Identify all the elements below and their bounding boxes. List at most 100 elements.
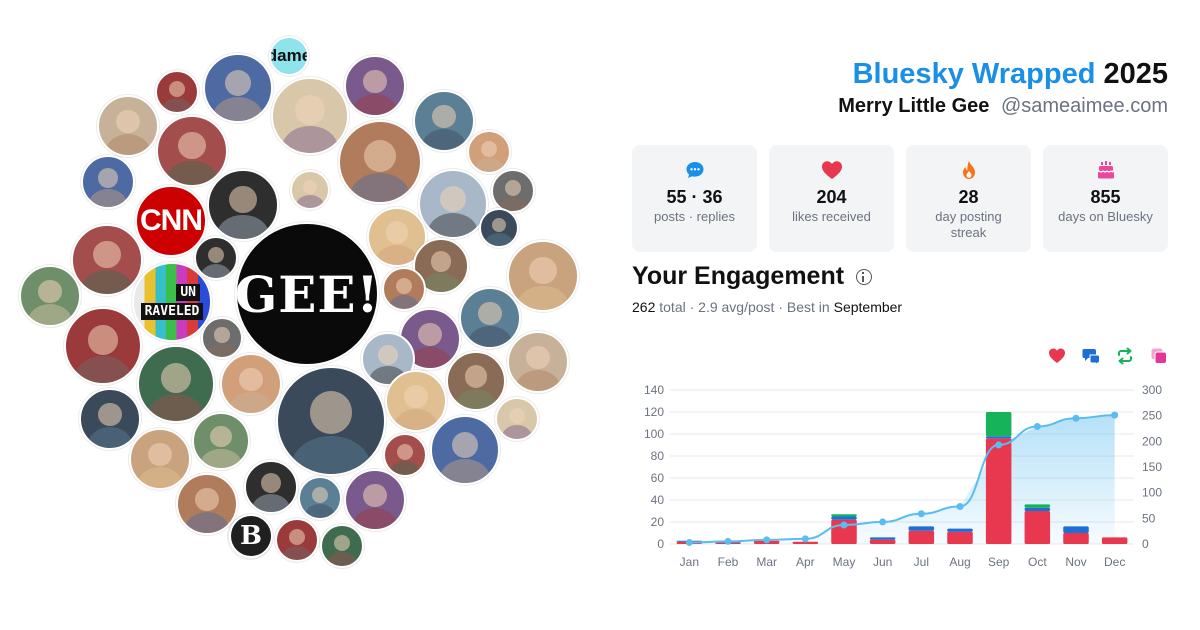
cumulative-point bbox=[995, 441, 1003, 449]
chat-bubble-icon bbox=[632, 160, 757, 180]
y-tick-label: 20 bbox=[651, 515, 665, 529]
avatar bbox=[220, 353, 282, 415]
stat-value: 28 bbox=[958, 187, 979, 207]
cumulative-point bbox=[801, 535, 809, 543]
avatar bbox=[385, 370, 447, 432]
avatar-text: B bbox=[240, 521, 262, 551]
separator: · bbox=[689, 299, 695, 315]
y-tick-label: 140 bbox=[644, 383, 664, 397]
bar-likes bbox=[1101, 537, 1128, 544]
cumulative-point bbox=[1072, 414, 1080, 422]
bar-likes bbox=[1024, 511, 1051, 544]
cake-icon bbox=[1043, 160, 1168, 180]
bar-replies bbox=[1024, 507, 1051, 511]
avatar bbox=[156, 115, 228, 187]
avatar bbox=[507, 240, 579, 312]
bar-likes bbox=[792, 541, 819, 544]
y-tick-label: 0 bbox=[657, 537, 664, 551]
cumulative-point bbox=[1033, 422, 1041, 430]
year-label: 2025 bbox=[1103, 58, 1168, 90]
avatar-b: B bbox=[229, 514, 273, 558]
cumulative-point bbox=[879, 518, 887, 526]
stat-card-days: 855 days on Bluesky bbox=[1043, 145, 1168, 252]
avatar bbox=[430, 415, 500, 485]
y-tick-label: 100 bbox=[644, 427, 664, 441]
avatar bbox=[79, 388, 141, 450]
bar-reposts bbox=[1024, 504, 1051, 508]
y2-tick-label: 300 bbox=[1142, 383, 1162, 397]
chart-legend bbox=[1048, 347, 1168, 365]
avatar bbox=[344, 469, 406, 531]
avatar-unraveled: UN RAVELED bbox=[132, 262, 212, 342]
avatar bbox=[192, 412, 250, 470]
stat-card-posts: 55 · 36 posts · replies bbox=[632, 145, 757, 252]
avatar bbox=[207, 169, 279, 241]
engagement-total: 262 bbox=[632, 299, 656, 315]
engagement-summary: 262 total · 2.9 avg/post · Best in Septe… bbox=[632, 299, 902, 315]
info-icon[interactable] bbox=[856, 268, 873, 285]
avatar-cloud: GEE! CNN UN RAVELED dame B bbox=[19, 36, 579, 568]
y2-tick-label: 200 bbox=[1142, 434, 1162, 448]
repost-icon[interactable] bbox=[1116, 347, 1134, 365]
stats-row: 55 · 36 posts · replies 204 likes receiv… bbox=[632, 145, 1168, 252]
avatar-text: CNN bbox=[140, 204, 203, 237]
display-name: Merry Little Gee bbox=[838, 95, 990, 117]
stat-card-streak: 28 day posting streak bbox=[906, 145, 1031, 252]
avatar bbox=[290, 170, 330, 210]
x-tick-label: Apr bbox=[796, 555, 815, 569]
avatar-dame: dame bbox=[269, 36, 309, 76]
avatar bbox=[383, 433, 427, 477]
x-tick-label: May bbox=[833, 555, 856, 569]
bar-likes bbox=[908, 530, 935, 544]
avatar bbox=[298, 476, 342, 520]
bar-likes bbox=[869, 539, 896, 544]
avatar bbox=[194, 236, 238, 280]
user-handle: @sameaimee.com bbox=[1000, 95, 1168, 117]
separator: · bbox=[778, 299, 784, 315]
stat-label: day posting streak bbox=[935, 209, 1002, 240]
stat-label: days on Bluesky bbox=[1058, 209, 1153, 224]
x-tick-label: Oct bbox=[1028, 555, 1047, 569]
page-title: Bluesky Wrapped 2025 bbox=[853, 58, 1168, 91]
cumulative-point bbox=[763, 536, 771, 544]
stat-value: 55 · 36 bbox=[666, 187, 723, 207]
x-tick-label: Jan bbox=[680, 555, 699, 569]
x-tick-label: Sep bbox=[988, 555, 1010, 569]
avatar bbox=[338, 120, 422, 204]
brand-title: Bluesky Wrapped bbox=[852, 58, 1096, 90]
bar-likes bbox=[947, 531, 973, 544]
stat-label: posts · replies bbox=[654, 209, 735, 224]
avatar bbox=[203, 53, 273, 123]
avatar bbox=[129, 428, 191, 490]
heart-icon[interactable] bbox=[1048, 347, 1066, 365]
avatar bbox=[176, 473, 238, 535]
profile-line: Merry Little Gee @sameaimee.com bbox=[838, 95, 1168, 118]
cumulative-point bbox=[956, 503, 964, 511]
avatar bbox=[413, 90, 475, 152]
avatar-text: GEE! bbox=[235, 264, 379, 324]
avatar bbox=[467, 130, 511, 174]
avatar-text: dame bbox=[269, 46, 309, 65]
avatar-cnn: CNN bbox=[135, 185, 207, 257]
x-tick-label: Feb bbox=[718, 555, 739, 569]
quote-icon[interactable] bbox=[1150, 347, 1168, 365]
bar-replies bbox=[831, 516, 857, 520]
stat-card-likes: 204 likes received bbox=[769, 145, 894, 252]
x-tick-label: Mar bbox=[756, 555, 777, 569]
best-prefix: Best in bbox=[786, 299, 830, 315]
avatar bbox=[276, 366, 386, 476]
avatar bbox=[382, 267, 426, 311]
bar-replies bbox=[869, 537, 896, 540]
avatar bbox=[19, 265, 81, 327]
avatar bbox=[81, 155, 135, 209]
flame-icon bbox=[906, 160, 1031, 180]
avatar-text: UN RAVELED bbox=[134, 264, 210, 340]
engagement-title: Your Engagement bbox=[632, 262, 845, 290]
engagement-total-label: total bbox=[659, 299, 686, 315]
stat-value: 855 bbox=[1090, 187, 1121, 207]
reply-icon[interactable] bbox=[1082, 347, 1100, 365]
avatar bbox=[446, 351, 506, 411]
bar-likes bbox=[985, 438, 1012, 544]
engagement-avg: 2.9 avg/post bbox=[698, 299, 775, 315]
engagement-chart: 0 20 40 60 80 100 120 140 0 50 100 150 200 250 300 Jan F… bbox=[644, 383, 1162, 569]
